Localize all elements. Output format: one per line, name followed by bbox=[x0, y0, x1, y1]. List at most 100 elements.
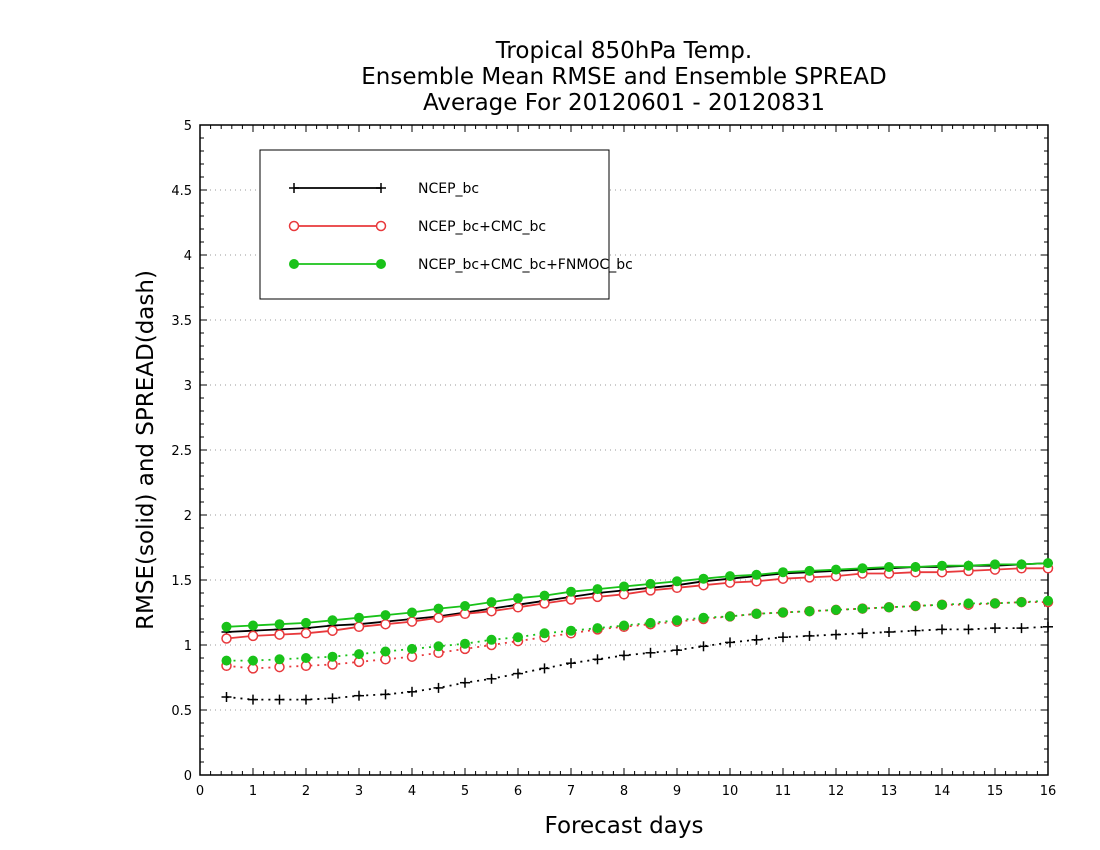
point-ncep-bc-cmc-bc-rmse-10 bbox=[486, 605, 497, 617]
point-ncep-bc-spread-22 bbox=[804, 630, 815, 641]
point-ncep-bc-spread-1 bbox=[248, 694, 258, 705]
chart-title-line-1: Tropical 850hPa Temp. bbox=[495, 38, 752, 64]
point-ncep-bc-spread-5 bbox=[354, 690, 364, 701]
point-ncep-bc-cmc-bc-fnmoc-bc-rmse-5 bbox=[354, 612, 364, 623]
x-tick-label-12: 12 bbox=[828, 784, 845, 799]
point-ncep-bc-spread-11 bbox=[513, 668, 523, 679]
y-tick-label-4: 2 bbox=[184, 509, 192, 524]
x-axis-label: Forecast days bbox=[545, 813, 704, 839]
point-ncep-bc-cmc-bc-fnmoc-bc-spread-10 bbox=[486, 634, 497, 645]
point-ncep-bc-cmc-bc-fnmoc-bc-rmse-15 bbox=[619, 581, 629, 592]
x-tick-label-3: 3 bbox=[355, 784, 363, 799]
point-ncep-bc-spread-15 bbox=[619, 650, 629, 661]
point-ncep-bc-cmc-bc-rmse-4 bbox=[327, 625, 338, 636]
y-tick-label-9: 4.5 bbox=[171, 184, 192, 199]
y-tick-label-5: 2.5 bbox=[171, 444, 192, 459]
point-ncep-bc-cmc-bc-fnmoc-bc-rmse-4 bbox=[327, 615, 338, 626]
series-line-ncep-bc-cmc-bc-rmse bbox=[226, 567, 1048, 640]
point-ncep-bc-spread-14 bbox=[592, 654, 603, 665]
point-ncep-bc-cmc-bc-fnmoc-bc-rmse-22 bbox=[804, 565, 815, 576]
point-ncep-bc-cmc-bc-fnmoc-bc-rmse-11 bbox=[513, 593, 523, 604]
point-ncep-bc-cmc-bc-fnmoc-bc-spread-7 bbox=[407, 643, 417, 654]
x-tick-label-1: 1 bbox=[249, 784, 257, 799]
point-ncep-bc-cmc-bc-rmse-1 bbox=[247, 630, 259, 642]
legend-marker-right-ncep-bc-cmc-bc-fnmoc-bc bbox=[376, 259, 386, 269]
y-axis-label: RMSE(solid) and SPREAD(dash) bbox=[133, 270, 159, 630]
point-ncep-bc-spread-8 bbox=[433, 682, 444, 693]
point-ncep-bc-cmc-bc-fnmoc-bc-spread-26 bbox=[910, 601, 921, 611]
point-ncep-bc-cmc-bc-fnmoc-bc-spread-19 bbox=[725, 611, 735, 622]
point-ncep-bc-spread-19 bbox=[725, 637, 735, 648]
y-tick-label-6: 3 bbox=[184, 379, 192, 394]
x-tick-label-16: 16 bbox=[1040, 784, 1057, 799]
point-ncep-bc-cmc-bc-fnmoc-bc-spread-3 bbox=[301, 653, 311, 663]
point-ncep-bc-cmc-bc-fnmoc-bc-spread-8 bbox=[433, 641, 444, 652]
point-ncep-bc-cmc-bc-fnmoc-bc-rmse-26 bbox=[910, 562, 921, 572]
point-ncep-bc-spread-6 bbox=[380, 689, 391, 700]
point-ncep-bc-cmc-bc-rmse-11 bbox=[512, 602, 524, 613]
point-ncep-bc-cmc-bc-fnmoc-bc-spread-21 bbox=[778, 607, 788, 618]
point-ncep-bc-cmc-bc-fnmoc-bc-rmse-12 bbox=[539, 590, 550, 601]
point-ncep-bc-cmc-bc-rmse-0 bbox=[221, 633, 232, 644]
point-ncep-bc-spread-9 bbox=[460, 677, 470, 688]
point-ncep-bc-spread-31 bbox=[1043, 621, 1053, 632]
point-ncep-bc-spread-29 bbox=[990, 623, 1000, 634]
x-tick-label-2: 2 bbox=[302, 784, 310, 799]
x-tick-label-8: 8 bbox=[620, 784, 628, 799]
x-tick-label-11: 11 bbox=[775, 784, 792, 799]
chart-title-line-3: Average For 20120601 - 20120831 bbox=[423, 90, 825, 116]
point-ncep-bc-cmc-bc-fnmoc-bc-rmse-14 bbox=[592, 584, 603, 595]
legend-label-ncep-bc: NCEP_bc bbox=[418, 181, 479, 197]
y-tick-label-2: 1 bbox=[184, 639, 192, 654]
point-ncep-bc-cmc-bc-fnmoc-bc-spread-18 bbox=[698, 612, 709, 623]
point-ncep-bc-cmc-bc-fnmoc-bc-rmse-2 bbox=[274, 619, 285, 630]
x-tick-label-4: 4 bbox=[408, 784, 416, 799]
point-ncep-bc-spread-4 bbox=[327, 693, 338, 704]
point-ncep-bc-cmc-bc-fnmoc-bc-spread-9 bbox=[460, 638, 470, 649]
x-tick-label-7: 7 bbox=[567, 784, 575, 799]
point-ncep-bc-cmc-bc-fnmoc-bc-spread-5 bbox=[354, 649, 364, 660]
point-ncep-bc-cmc-bc-fnmoc-bc-rmse-29 bbox=[990, 559, 1000, 570]
x-tick-label-15: 15 bbox=[987, 784, 1004, 799]
chart-title: Tropical 850hPa Temp. Ensemble Mean RMSE… bbox=[361, 38, 886, 116]
y-tick-label-1: 0.5 bbox=[171, 704, 192, 719]
point-ncep-bc-cmc-bc-fnmoc-bc-rmse-3 bbox=[301, 617, 311, 628]
point-ncep-bc-cmc-bc-fnmoc-bc-spread-17 bbox=[672, 615, 682, 626]
point-ncep-bc-cmc-bc-fnmoc-bc-rmse-30 bbox=[1016, 559, 1027, 570]
point-ncep-bc-cmc-bc-fnmoc-bc-rmse-16 bbox=[645, 578, 656, 589]
point-ncep-bc-spread-17 bbox=[672, 645, 682, 656]
point-ncep-bc-cmc-bc-fnmoc-bc-rmse-19 bbox=[725, 571, 735, 582]
point-ncep-bc-cmc-bc-fnmoc-bc-rmse-31 bbox=[1043, 558, 1053, 569]
point-ncep-bc-cmc-bc-fnmoc-bc-spread-31 bbox=[1043, 595, 1053, 606]
legend-marker-left-ncep-bc-cmc-bc bbox=[288, 220, 300, 232]
chart-title-line-2: Ensemble Mean RMSE and Ensemble SPREAD bbox=[361, 64, 886, 90]
point-ncep-bc-spread-24 bbox=[857, 628, 868, 639]
y-tick-label-0: 0 bbox=[184, 769, 192, 784]
legend-marker-left-ncep-bc bbox=[289, 183, 299, 193]
legend-marker-left-ncep-bc-cmc-bc-fnmoc-bc bbox=[289, 259, 299, 269]
point-ncep-bc-spread-3 bbox=[301, 694, 311, 705]
series-line-ncep-bc-cmc-bc-spread bbox=[226, 601, 1048, 670]
point-ncep-bc-cmc-bc-fnmoc-bc-spread-1 bbox=[248, 655, 258, 666]
point-ncep-bc-cmc-bc-fnmoc-bc-rmse-28 bbox=[963, 560, 974, 571]
point-ncep-bc-cmc-bc-rmse-6 bbox=[380, 618, 391, 630]
y-tick-label-3: 1.5 bbox=[171, 574, 192, 589]
point-ncep-bc-cmc-bc-fnmoc-bc-spread-29 bbox=[990, 598, 1000, 609]
point-ncep-bc-spread-26 bbox=[910, 625, 921, 636]
point-ncep-bc-cmc-bc-fnmoc-bc-spread-2 bbox=[274, 654, 285, 665]
point-ncep-bc-cmc-bc-fnmoc-bc-spread-11 bbox=[513, 632, 523, 643]
point-ncep-bc-cmc-bc-fnmoc-bc-spread-4 bbox=[327, 651, 338, 662]
point-ncep-bc-cmc-bc-fnmoc-bc-rmse-13 bbox=[566, 586, 576, 597]
point-ncep-bc-cmc-bc-fnmoc-bc-rmse-0 bbox=[221, 621, 232, 632]
point-ncep-bc-cmc-bc-fnmoc-bc-rmse-9 bbox=[460, 601, 470, 611]
point-ncep-bc-cmc-bc-fnmoc-bc-spread-16 bbox=[645, 617, 656, 628]
point-ncep-bc-spread-18 bbox=[698, 641, 709, 652]
point-ncep-bc-cmc-bc-fnmoc-bc-rmse-6 bbox=[380, 610, 391, 621]
point-ncep-bc-cmc-bc-fnmoc-bc-spread-25 bbox=[884, 602, 894, 613]
point-ncep-bc-cmc-bc-fnmoc-bc-spread-6 bbox=[380, 646, 391, 657]
series-line-ncep-bc-cmc-bc-fnmoc-bc-spread bbox=[226, 599, 1049, 662]
y-tick-label-7: 3.5 bbox=[171, 314, 192, 329]
point-ncep-bc-cmc-bc-fnmoc-bc-rmse-20 bbox=[751, 569, 762, 580]
point-ncep-bc-spread-10 bbox=[486, 673, 497, 684]
